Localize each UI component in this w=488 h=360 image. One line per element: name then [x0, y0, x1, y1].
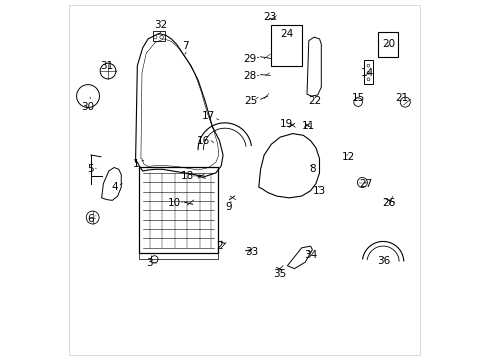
Text: 25: 25 [244, 96, 257, 107]
Text: 12: 12 [341, 152, 354, 162]
Bar [377, 32, 398, 57]
Text: 27: 27 [359, 179, 372, 189]
Text: 13: 13 [312, 186, 325, 196]
Bar [152, 31, 165, 41]
Bar [364, 60, 372, 84]
Text: 10: 10 [168, 198, 181, 208]
Text: 19: 19 [280, 118, 293, 129]
Text: 17: 17 [202, 111, 215, 121]
Text: 23: 23 [263, 13, 276, 22]
Bar [271, 24, 301, 66]
Text: 11: 11 [302, 121, 315, 131]
Text: 32: 32 [154, 19, 167, 30]
Text: 18: 18 [181, 171, 194, 181]
Text: 35: 35 [273, 269, 286, 279]
Text: 6: 6 [87, 214, 93, 224]
Text: 16: 16 [196, 136, 210, 146]
Text: 26: 26 [382, 198, 395, 208]
Text: 21: 21 [394, 93, 407, 103]
Text: 4: 4 [112, 182, 118, 192]
Bar [139, 253, 217, 259]
Text: 1: 1 [133, 159, 139, 169]
Text: 28: 28 [243, 71, 256, 81]
Text: 20: 20 [382, 39, 395, 49]
Text: 8: 8 [308, 164, 315, 174]
Text: 30: 30 [81, 102, 94, 112]
Text: 14: 14 [360, 68, 374, 78]
Text: 29: 29 [243, 54, 256, 64]
Text: 9: 9 [224, 202, 231, 212]
Text: 24: 24 [280, 28, 293, 39]
Text: 3: 3 [146, 258, 153, 268]
Text: 34: 34 [304, 250, 317, 260]
Text: 15: 15 [351, 93, 364, 103]
Text: 7: 7 [182, 41, 188, 51]
Text: 31: 31 [100, 61, 113, 71]
Text: 2: 2 [216, 241, 223, 251]
Text: 5: 5 [87, 164, 93, 174]
Text: 36: 36 [376, 256, 389, 266]
Text: 22: 22 [308, 96, 321, 107]
Text: 33: 33 [244, 247, 258, 257]
Bar [139, 167, 217, 253]
